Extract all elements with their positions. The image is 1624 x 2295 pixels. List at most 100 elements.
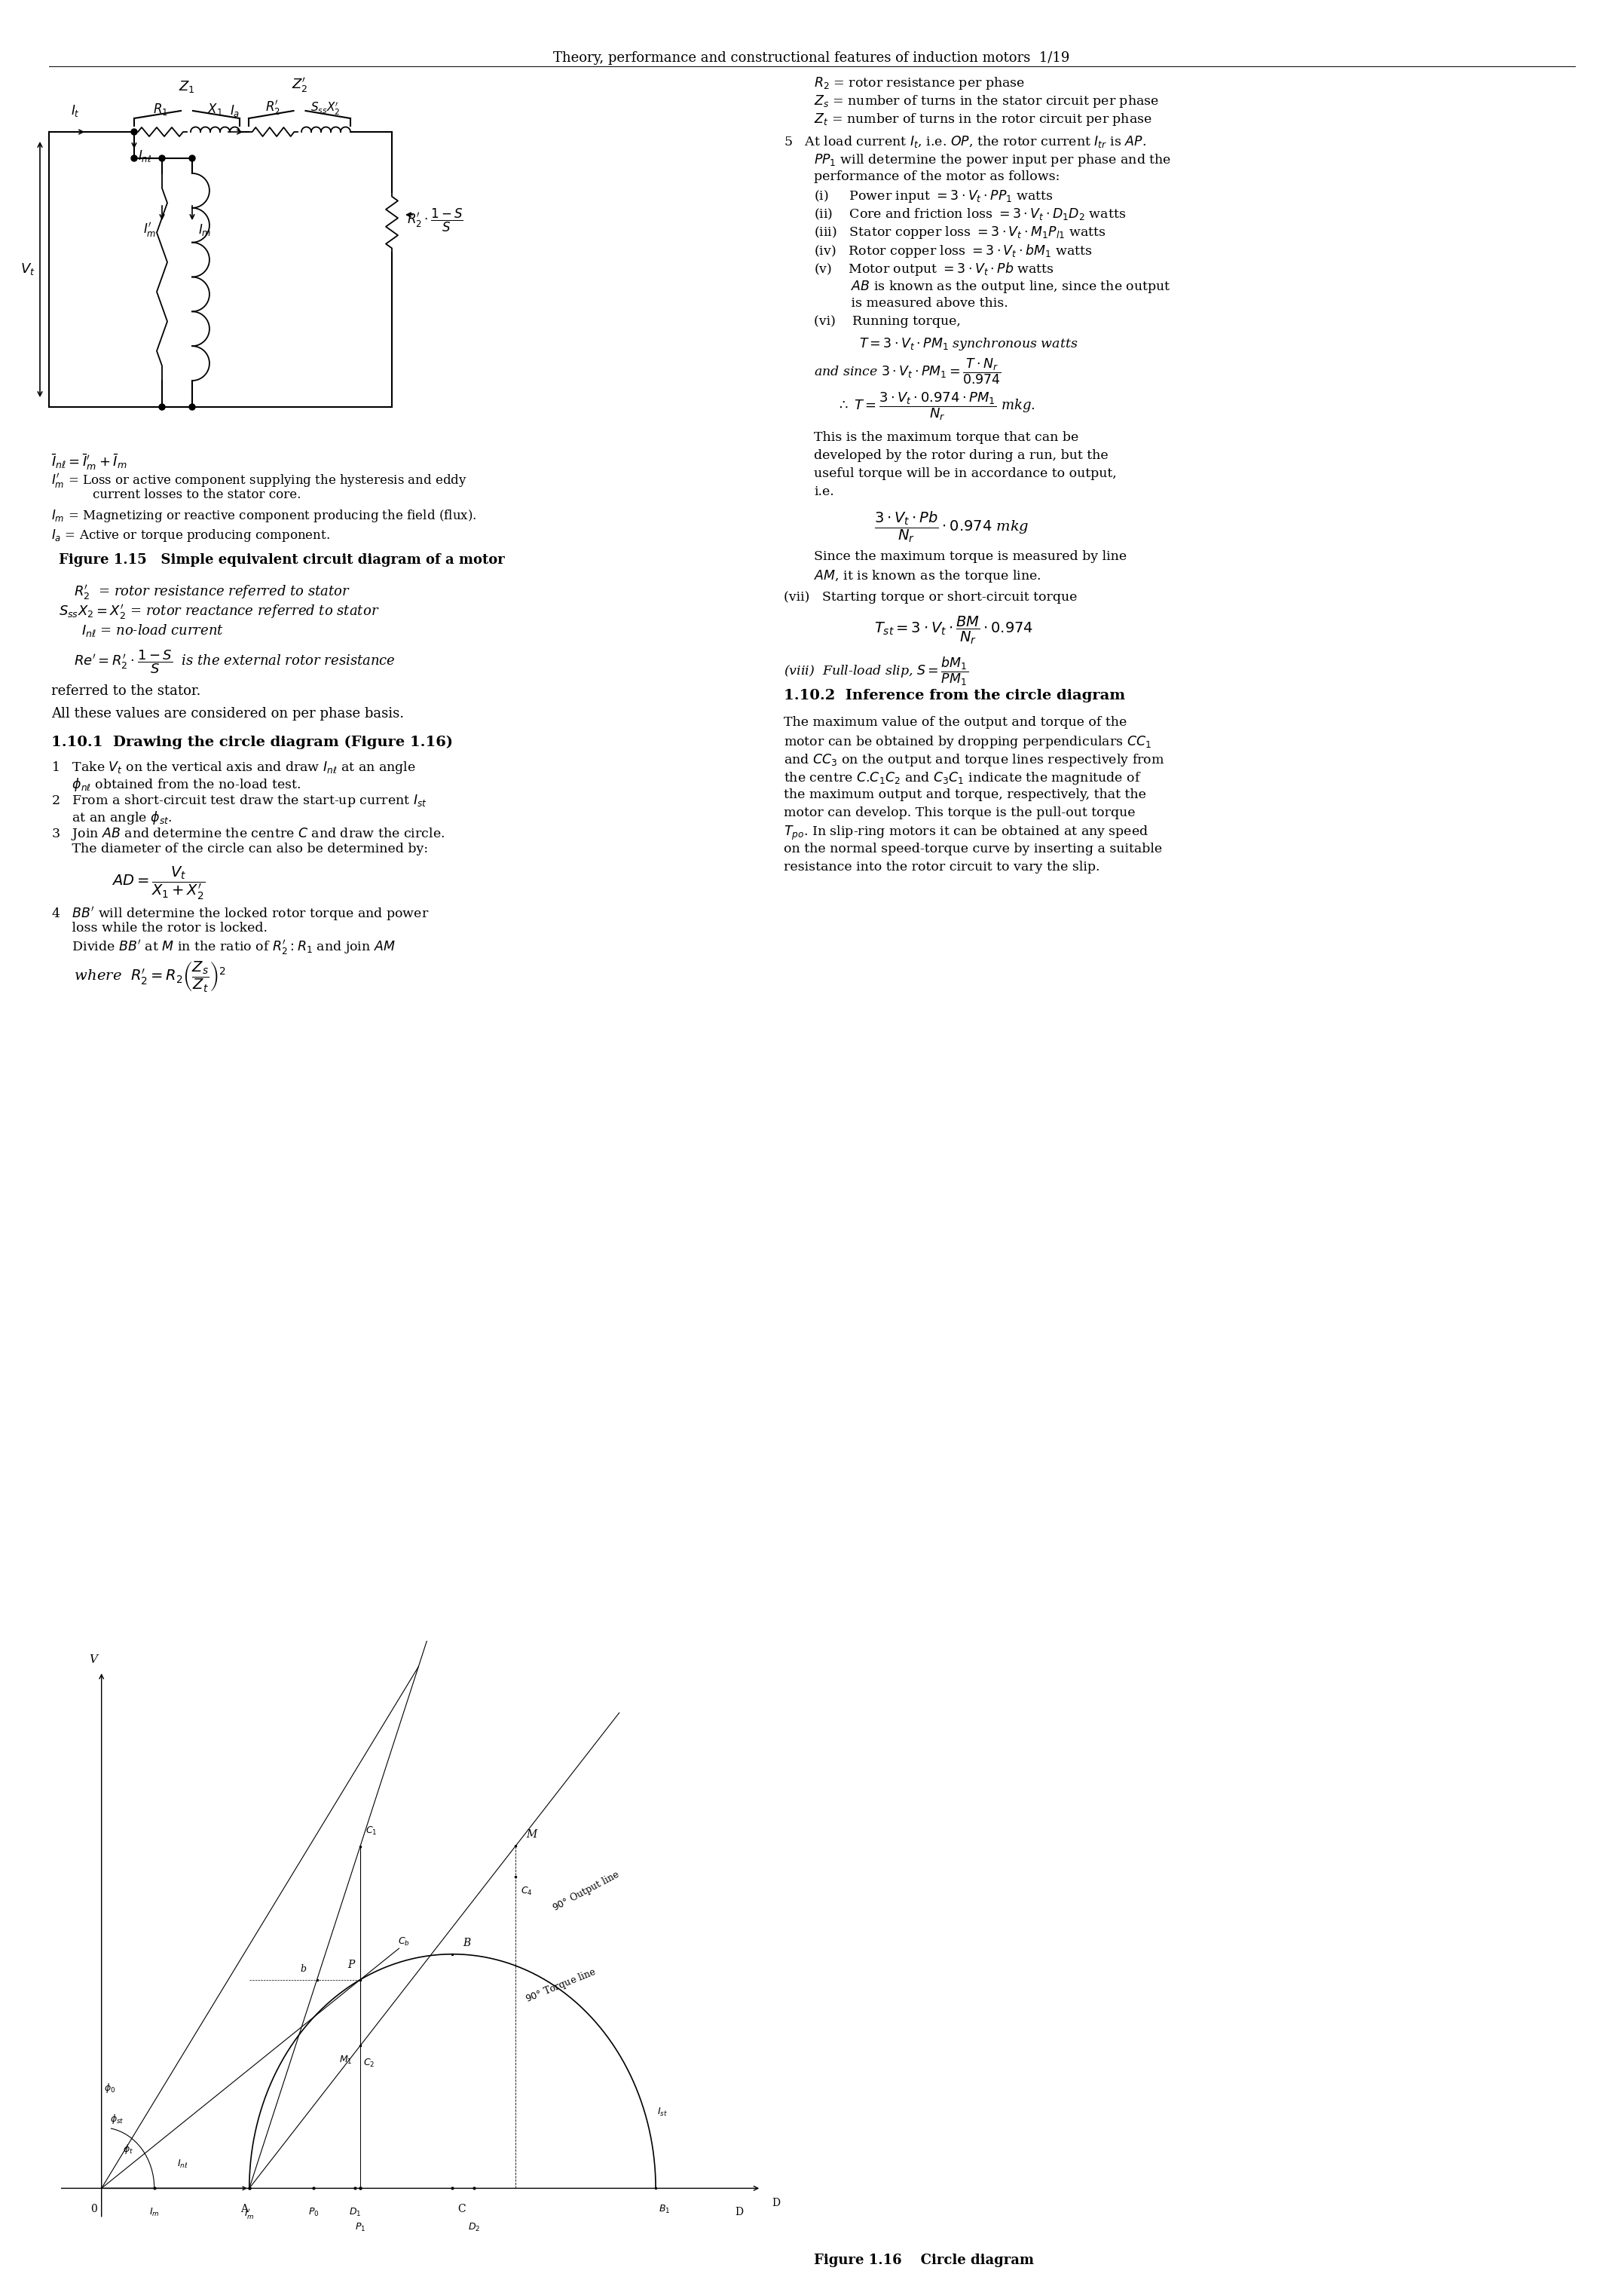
Text: $T = 3 \cdot V_t \cdot PM_1$ synchronous watts: $T = 3 \cdot V_t \cdot PM_1$ synchronous… — [859, 335, 1078, 351]
Circle shape — [132, 156, 136, 161]
Text: (iv)   Rotor copper loss $= 3 \cdot V_t \cdot bM_1$ watts: (iv) Rotor copper loss $= 3 \cdot V_t \c… — [814, 243, 1093, 259]
Text: B: B — [463, 1937, 471, 1948]
Text: $I_{st}$: $I_{st}$ — [658, 2107, 667, 2118]
Text: Divide $BB'$ at $M$ in the ratio of $R_2': R_1$ and join $AM$: Divide $BB'$ at $M$ in the ratio of $R_2… — [52, 939, 395, 957]
Text: $I_m'$: $I_m'$ — [244, 2205, 255, 2219]
Text: $I_m$ = Magnetizing or reactive component producing the field (flux).: $I_m$ = Magnetizing or reactive componen… — [52, 507, 476, 523]
Text: $S_{ss}X_2'$: $S_{ss}X_2'$ — [310, 101, 341, 117]
Text: $90°$ Torque line: $90°$ Torque line — [523, 1965, 599, 2006]
Text: $I_a$: $I_a$ — [231, 103, 240, 119]
Text: This is the maximum torque that can be: This is the maximum torque that can be — [814, 431, 1078, 443]
Text: $I_m$: $I_m$ — [198, 223, 211, 236]
Text: $R_2'$: $R_2'$ — [265, 99, 281, 117]
Text: and since $3 \cdot V_t \cdot PM_1 = \dfrac{T \cdot N_r}{0.974}$: and since $3 \cdot V_t \cdot PM_1 = \dfr… — [814, 358, 1002, 386]
Text: the maximum output and torque, respectively, that the: the maximum output and torque, respectiv… — [784, 789, 1147, 801]
Text: $M_1$: $M_1$ — [339, 2054, 352, 2066]
Text: D: D — [734, 2205, 744, 2217]
Text: C: C — [458, 2203, 466, 2215]
Text: 1   Take $V_t$ on the vertical axis and draw $I_{n\ell}$ at an angle: 1 Take $V_t$ on the vertical axis and dr… — [52, 760, 416, 776]
Text: $I_a$ = Active or torque producing component.: $I_a$ = Active or torque producing compo… — [52, 528, 330, 544]
Text: $R_2' \cdot \dfrac{1-S}{S}$: $R_2' \cdot \dfrac{1-S}{S}$ — [408, 207, 463, 234]
Text: $I_t$: $I_t$ — [71, 103, 80, 119]
Text: $P_1$: $P_1$ — [356, 2222, 365, 2233]
Text: Figure 1.15   Simple equivalent circuit diagram of a motor: Figure 1.15 Simple equivalent circuit di… — [58, 553, 505, 567]
Text: $R_2'$  = rotor resistance referred to stator: $R_2'$ = rotor resistance referred to st… — [73, 583, 351, 601]
Text: $T_{st} = 3 \cdot V_t \cdot \dfrac{BM}{N_r} \cdot 0.974$: $T_{st} = 3 \cdot V_t \cdot \dfrac{BM}{N… — [874, 615, 1033, 647]
Text: P: P — [348, 1960, 356, 1971]
Text: 5   At load current $I_t$, i.e. $OP$, the rotor current $I_{tr}$ is $AP$.: 5 At load current $I_t$, i.e. $OP$, the … — [784, 133, 1147, 149]
Text: (vii)   Starting torque or short-circuit torque: (vii) Starting torque or short-circuit t… — [784, 590, 1077, 604]
Text: b: b — [300, 1965, 307, 1974]
Text: $\bar{I}_{n\ell} = \bar{I}_m^\prime + \bar{I}_m$: $\bar{I}_{n\ell} = \bar{I}_m^\prime + \b… — [52, 452, 127, 470]
Text: $I_{n\ell}$ = no-load current: $I_{n\ell}$ = no-load current — [81, 622, 224, 638]
Text: $V_t$: $V_t$ — [21, 262, 36, 278]
Text: developed by the rotor during a run, but the: developed by the rotor during a run, but… — [814, 450, 1108, 461]
Text: $90°$ Output line: $90°$ Output line — [551, 1868, 622, 1914]
Text: $I_{n\ell}$: $I_{n\ell}$ — [177, 2160, 188, 2171]
Text: A: A — [240, 2203, 248, 2215]
Text: Figure 1.16    Circle diagram: Figure 1.16 Circle diagram — [814, 2254, 1034, 2267]
Circle shape — [132, 129, 136, 135]
Text: (vi)    Running torque,: (vi) Running torque, — [814, 314, 961, 328]
Text: $AM$, it is known as the torque line.: $AM$, it is known as the torque line. — [814, 569, 1041, 585]
Text: and $CC_3$ on the output and torque lines respectively from: and $CC_3$ on the output and torque line… — [784, 753, 1164, 769]
Text: (viii)  Full-load slip, $S = \dfrac{bM_1}{PM_1}$: (viii) Full-load slip, $S = \dfrac{bM_1}… — [784, 656, 968, 688]
Text: $I_m^\prime$ = Loss or active component supplying the hysteresis and eddy: $I_m^\prime$ = Loss or active component … — [52, 473, 468, 489]
Text: $B_1$: $B_1$ — [658, 2203, 669, 2215]
Text: $I_m$: $I_m$ — [149, 2205, 159, 2217]
Text: $C_4$: $C_4$ — [521, 1886, 533, 1898]
Text: Theory, performance and constructional features of induction motors  1/19: Theory, performance and constructional f… — [554, 50, 1070, 64]
Text: on the normal speed-torque curve by inserting a suitable: on the normal speed-torque curve by inse… — [784, 842, 1163, 856]
Text: V: V — [89, 1655, 97, 1666]
Text: $I_{n\ell}$: $I_{n\ell}$ — [138, 149, 151, 163]
Text: useful torque will be in accordance to output,: useful torque will be in accordance to o… — [814, 468, 1117, 480]
Text: motor can be obtained by dropping perpendiculars $CC_1$: motor can be obtained by dropping perpen… — [784, 734, 1151, 750]
Text: $S_{ss}X_2 = X_2'$ = rotor reactance referred to stator: $S_{ss}X_2 = X_2'$ = rotor reactance ref… — [58, 604, 380, 622]
Circle shape — [159, 156, 166, 161]
Text: $D_1$: $D_1$ — [349, 2205, 361, 2217]
Text: $D_2$: $D_2$ — [468, 2222, 481, 2233]
Text: $C_b$: $C_b$ — [398, 1937, 411, 1948]
Text: $P_0$: $P_0$ — [309, 2205, 320, 2217]
Text: $I_m'$: $I_m'$ — [143, 220, 156, 239]
Text: The maximum value of the output and torque of the: The maximum value of the output and torq… — [784, 716, 1127, 730]
Text: $R_1$: $R_1$ — [153, 101, 167, 117]
Text: $\phi_{st}$: $\phi_{st}$ — [110, 2111, 125, 2125]
Text: $R_2$ = rotor resistance per phase: $R_2$ = rotor resistance per phase — [814, 76, 1025, 92]
Text: $Re' = R_2' \cdot \dfrac{1-S}{S}$  is the external rotor resistance: $Re' = R_2' \cdot \dfrac{1-S}{S}$ is the… — [73, 647, 395, 675]
Text: $\phi_0$: $\phi_0$ — [104, 2082, 115, 2095]
Text: $Z_2'$: $Z_2'$ — [291, 76, 307, 94]
Text: $\dfrac{3 \cdot V_t \cdot Pb}{N_r} \cdot 0.974$ mkg: $\dfrac{3 \cdot V_t \cdot Pb}{N_r} \cdot… — [874, 509, 1030, 544]
Text: $T_{po}$. In slip-ring motors it can be obtained at any speed: $T_{po}$. In slip-ring motors it can be … — [784, 824, 1148, 842]
Text: where  $R_2' = R_2 \left(\dfrac{Z_s}{Z_t}\right)^2$: where $R_2' = R_2 \left(\dfrac{Z_s}{Z_t}… — [52, 959, 226, 994]
Text: resistance into the rotor circuit to vary the slip.: resistance into the rotor circuit to var… — [784, 861, 1099, 874]
Text: (i)     Power input $= 3 \cdot V_t \cdot PP_1$ watts: (i) Power input $= 3 \cdot V_t \cdot PP_… — [814, 188, 1054, 204]
Text: current losses to the stator core.: current losses to the stator core. — [93, 489, 300, 500]
Circle shape — [188, 404, 195, 411]
Text: 4   $BB'$ will determine the locked rotor torque and power: 4 $BB'$ will determine the locked rotor … — [52, 904, 429, 923]
Text: Since the maximum torque is measured by line: Since the maximum torque is measured by … — [814, 551, 1127, 562]
Text: $\therefore\; T = \dfrac{3 \cdot V_t \cdot 0.974 \cdot PM_1}{N_r}$ mkg.: $\therefore\; T = \dfrac{3 \cdot V_t \cd… — [836, 390, 1036, 422]
Text: All these values are considered on per phase basis.: All these values are considered on per p… — [52, 707, 404, 721]
Text: $\phi_{n\ell}$ obtained from the no-load test.: $\phi_{n\ell}$ obtained from the no-load… — [52, 776, 300, 792]
Circle shape — [159, 404, 166, 411]
Text: performance of the motor as follows:: performance of the motor as follows: — [814, 170, 1060, 184]
Text: (ii)    Core and friction loss $= 3 \cdot V_t \cdot D_1 D_2$ watts: (ii) Core and friction loss $= 3 \cdot V… — [814, 207, 1125, 223]
Text: is measured above this.: is measured above this. — [814, 296, 1009, 310]
Text: M: M — [526, 1829, 538, 1841]
Text: D: D — [771, 2196, 780, 2208]
Text: $Z_1$: $Z_1$ — [179, 78, 195, 94]
Text: $Z_s$ = number of turns in the stator circuit per phase: $Z_s$ = number of turns in the stator ci… — [814, 94, 1160, 110]
Text: at an angle $\phi_{st}$.: at an angle $\phi_{st}$. — [52, 810, 172, 826]
Text: 3   Join $AB$ and determine the centre $C$ and draw the circle.: 3 Join $AB$ and determine the centre $C$… — [52, 826, 445, 842]
Circle shape — [188, 156, 195, 161]
Text: the centre $C$.$C_1C_2$ and $C_3C_1$ indicate the magnitude of: the centre $C$.$C_1C_2$ and $C_3C_1$ ind… — [784, 771, 1142, 787]
Text: 1.10.2  Inference from the circle diagram: 1.10.2 Inference from the circle diagram — [784, 688, 1125, 702]
Text: 1.10.1  Drawing the circle diagram (Figure 1.16): 1.10.1 Drawing the circle diagram (Figur… — [52, 737, 453, 750]
Text: The diameter of the circle can also be determined by:: The diameter of the circle can also be d… — [52, 842, 429, 856]
Text: $\phi_t$: $\phi_t$ — [123, 2144, 133, 2155]
Text: referred to the stator.: referred to the stator. — [52, 684, 201, 698]
Text: motor can develop. This torque is the pull-out torque: motor can develop. This torque is the pu… — [784, 806, 1135, 819]
Text: 2   From a short-circuit test draw the start-up current $I_{st}$: 2 From a short-circuit test draw the sta… — [52, 792, 427, 808]
Text: $C_1$: $C_1$ — [365, 1827, 377, 1836]
